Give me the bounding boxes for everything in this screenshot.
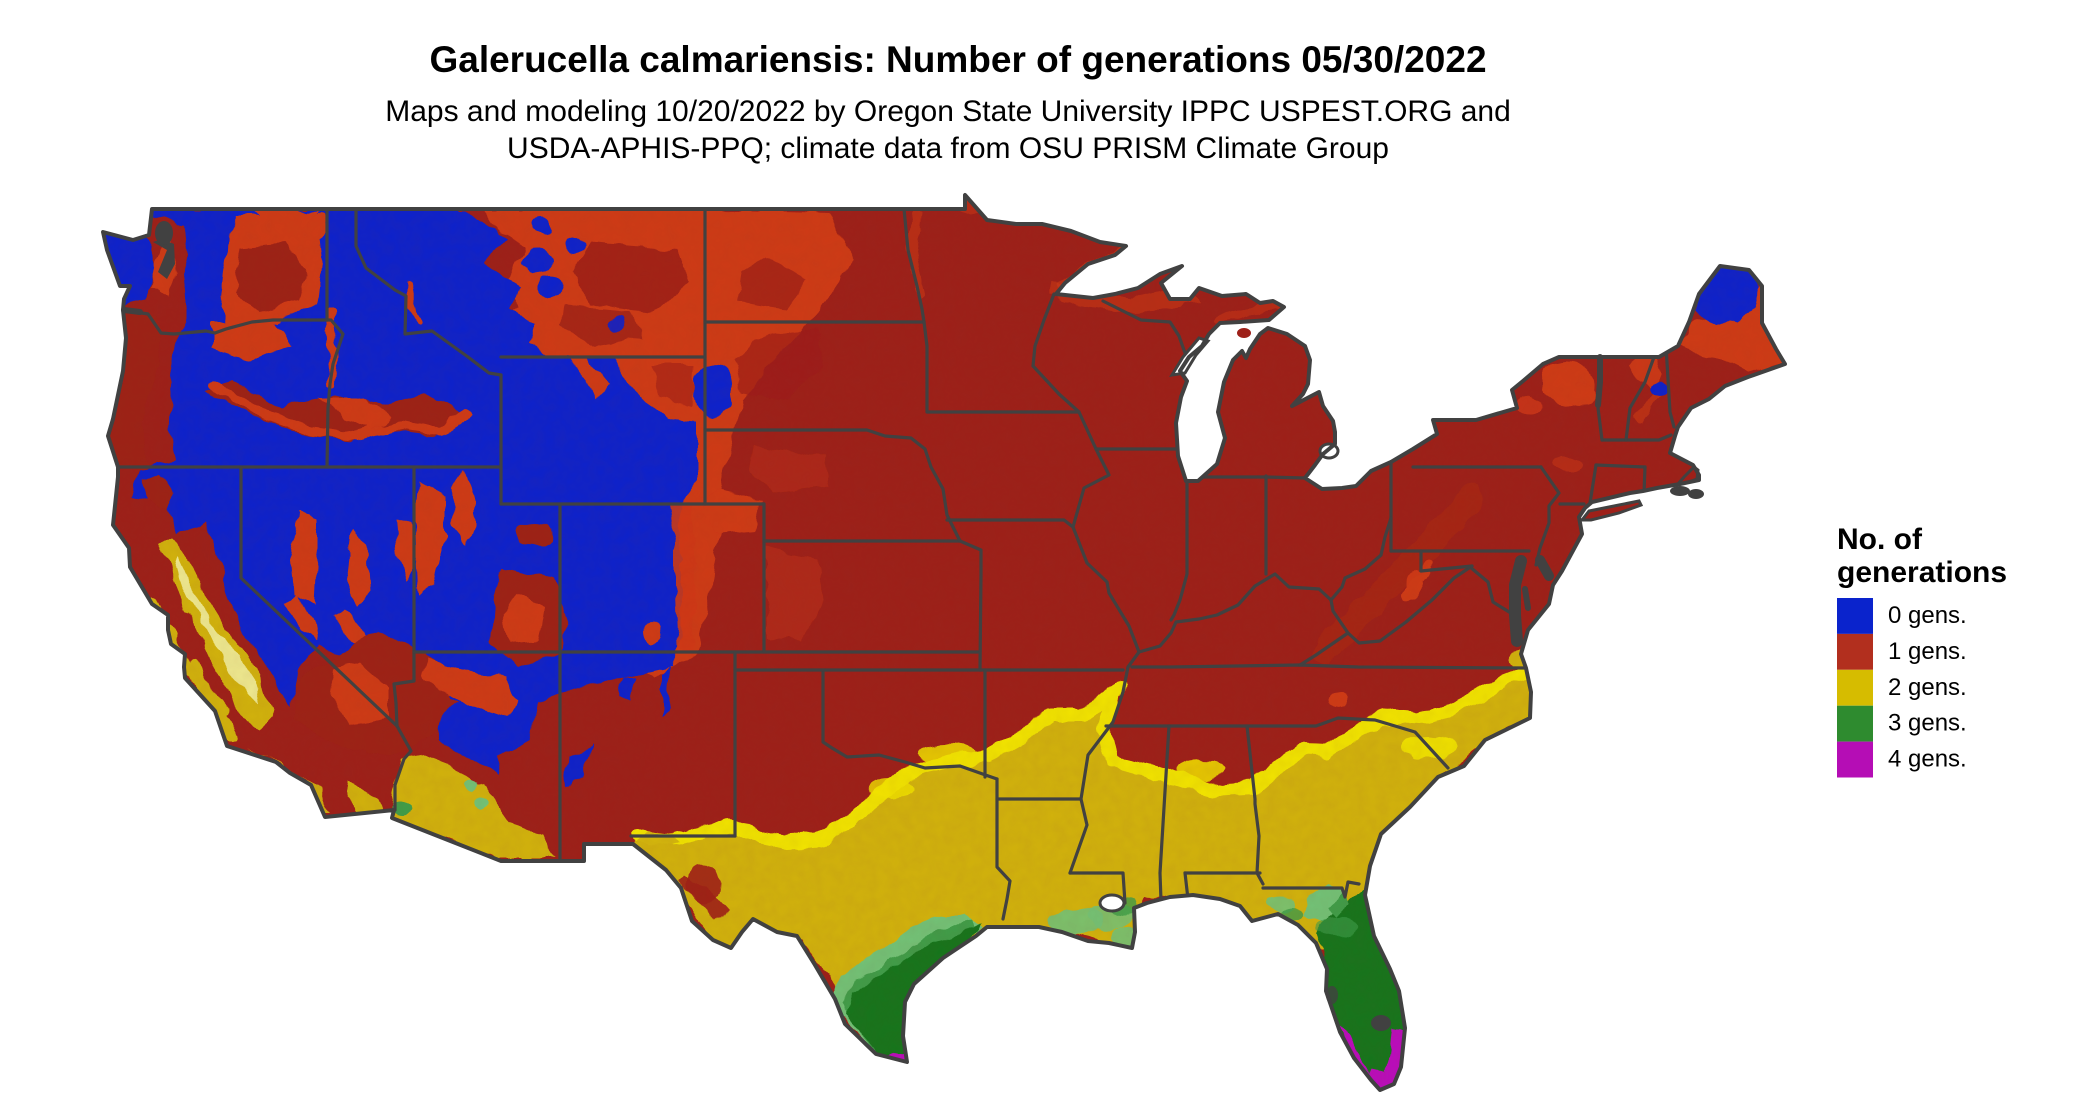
svg-text:2 gens.: 2 gens. [1888,674,1967,701]
svg-text:1 gens.: 1 gens. [1888,638,1967,665]
svg-text:No. of: No. of [1837,523,1923,556]
svg-text:generations: generations [1837,556,2007,589]
svg-text:4 gens.: 4 gens. [1888,746,1967,773]
svg-text:Maps and modeling 10/20/2022 b: Maps and modeling 10/20/2022 by Oregon S… [385,95,1511,128]
svg-text:USDA-APHIS-PPQ; climate data f: USDA-APHIS-PPQ; climate data from OSU PR… [507,132,1389,165]
svg-text:Galerucella calmariensis: Numb: Galerucella calmariensis: Number of gene… [429,39,1486,80]
svg-text:0 gens.: 0 gens. [1888,602,1967,629]
svg-text:3 gens.: 3 gens. [1888,710,1967,737]
